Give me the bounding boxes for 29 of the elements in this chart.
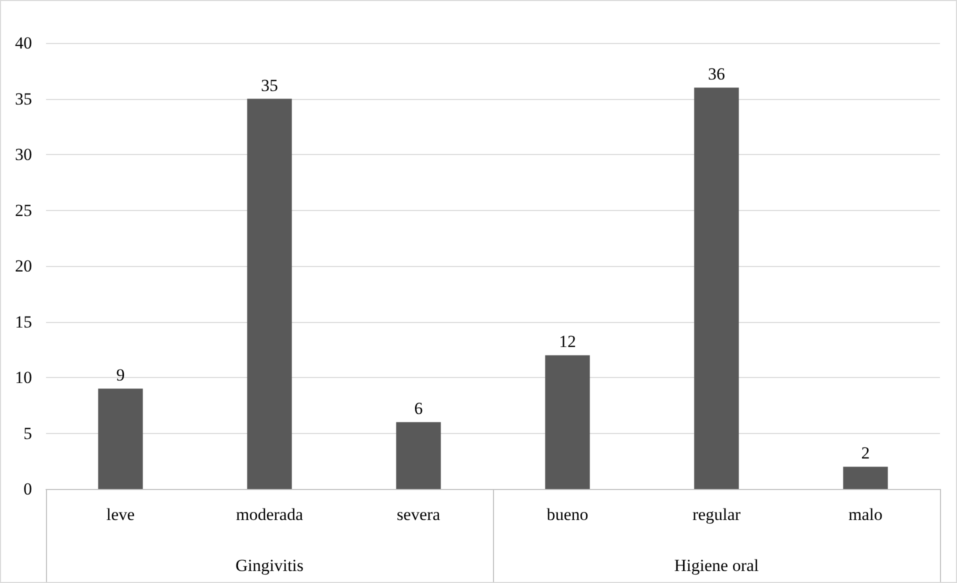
- y-tick-label: 30: [15, 145, 32, 164]
- x-tick-label: severa: [396, 505, 441, 524]
- y-tick-label: 5: [24, 424, 32, 443]
- data-label: 12: [559, 332, 576, 352]
- y-tick-label: 10: [15, 368, 32, 387]
- data-label: 36: [708, 64, 725, 84]
- x-tick-label: leve: [106, 505, 135, 524]
- bar: [843, 466, 888, 489]
- bar: [545, 355, 590, 489]
- x-tick-label: moderada: [236, 505, 304, 524]
- data-label: 2: [861, 444, 870, 463]
- y-tick-label: 25: [15, 200, 32, 220]
- y-tick-label: 35: [15, 89, 32, 108]
- y-tick-label: 0: [24, 480, 32, 498]
- x-tick-label: malo: [848, 505, 882, 524]
- bar: [247, 98, 292, 489]
- text: Higiene oral: [674, 556, 760, 575]
- data-label: 6: [414, 399, 423, 418]
- x-tick-label: bueno: [546, 505, 588, 524]
- bar: [98, 388, 143, 489]
- y-tick-label: 20: [15, 256, 32, 276]
- y-tick-label: 40: [15, 34, 32, 52]
- bar: [694, 88, 739, 489]
- text: Gingivitis: [235, 556, 304, 575]
- data-label: 35: [261, 76, 278, 95]
- y-tick-label: 15: [15, 312, 32, 332]
- x-tick-label: regular: [692, 505, 741, 524]
- data-label: 9: [116, 366, 125, 385]
- bar: [396, 422, 441, 489]
